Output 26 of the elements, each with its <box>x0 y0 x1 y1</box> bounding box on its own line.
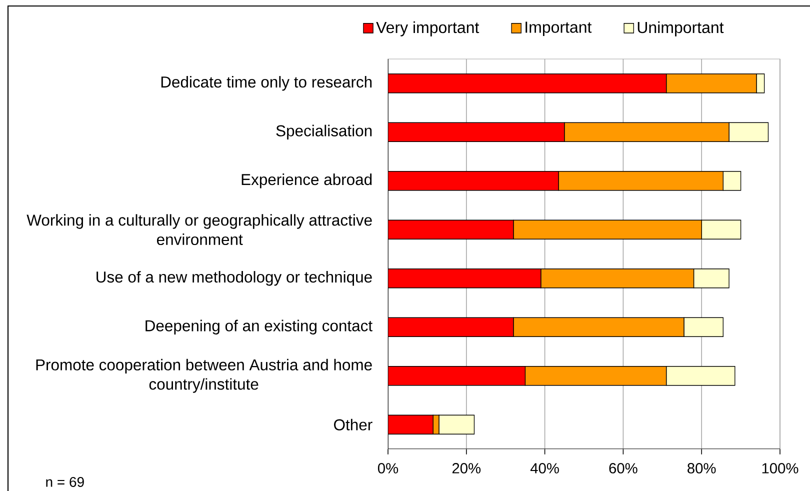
y-tick-label: Other <box>334 418 372 430</box>
bar <box>388 122 565 142</box>
bar <box>388 268 542 288</box>
bar <box>388 171 559 191</box>
y-tick-label: Specialisation <box>276 124 372 140</box>
x-tick-label: 0% <box>378 463 398 474</box>
legend-label: Very important <box>376 21 480 36</box>
legend-label: Unimportant <box>638 21 724 36</box>
bar <box>388 414 434 434</box>
x-tick-label: 100% <box>762 463 798 474</box>
legend-label: Important <box>526 22 592 36</box>
x-tick-label: 40% <box>530 463 559 474</box>
y-tick-label: Experience abroad <box>242 174 372 188</box>
y-tick-label: Use of a new methodology or technique <box>96 271 372 286</box>
bar <box>388 74 667 94</box>
y-tick-label: Dedicate time only to research <box>161 76 372 91</box>
bar <box>388 317 514 337</box>
bar <box>388 366 526 386</box>
x-tick-label: 80% <box>688 463 716 474</box>
y-tick-label: Deepening of an existing contact <box>146 320 372 334</box>
x-tick-label: 20% <box>452 463 481 474</box>
y-tick-label: Promote cooperation between Austria and home country/institute <box>36 358 372 393</box>
y-tick-label: Working in a culturally or geographically attractive environment <box>26 214 372 246</box>
bar <box>388 220 514 240</box>
text: n = 69 <box>46 477 84 487</box>
x-tick-label: 60% <box>609 463 638 474</box>
